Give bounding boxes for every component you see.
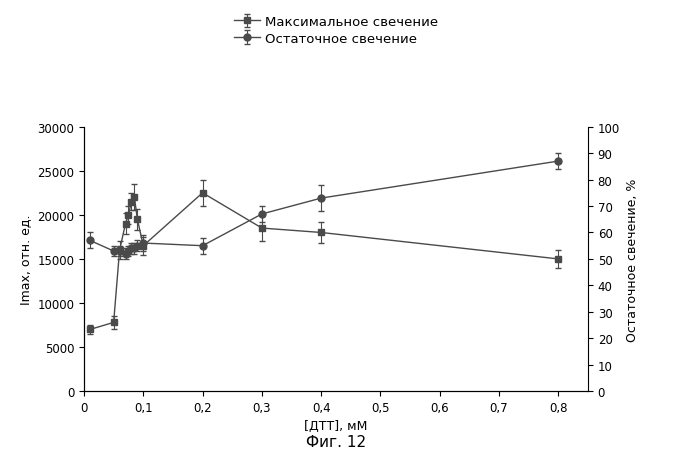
Y-axis label: Imax, отн. ед.: Imax, отн. ед. <box>19 214 32 304</box>
Legend: Максимальное свечение, Остаточное свечение: Максимальное свечение, Остаточное свечен… <box>234 15 438 46</box>
X-axis label: [ДТТ], мМ: [ДТТ], мМ <box>304 420 368 433</box>
Text: Фиг. 12: Фиг. 12 <box>306 434 366 449</box>
Y-axis label: Остаточное свечение, %: Остаточное свечение, % <box>626 178 638 341</box>
